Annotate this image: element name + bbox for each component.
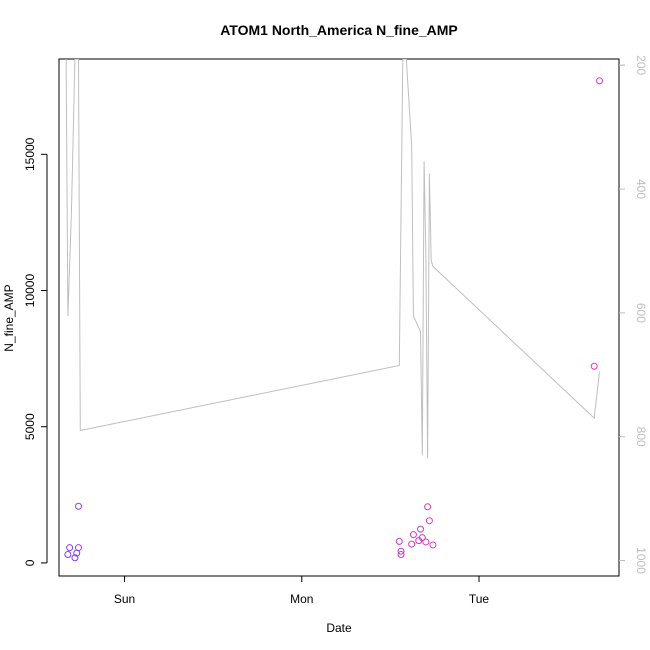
data-point: [71, 554, 79, 562]
y-tick-label: 0: [23, 559, 37, 566]
data-point: [397, 550, 405, 558]
data-point: [74, 502, 82, 510]
chart-title: ATOM1 North_America N_fine_AMP: [220, 22, 458, 38]
axis-layer: 0 5000 10000 15000 200 400 600 800 1000 Sun Mon Tue: [23, 55, 648, 606]
data-point: [397, 547, 405, 555]
data-point: [424, 503, 432, 511]
y-tick-label: 5000: [23, 413, 37, 440]
data-point: [66, 544, 74, 552]
data-point: [408, 540, 416, 548]
y-tick-label: 10000: [23, 274, 37, 308]
x-tick-label: Sun: [114, 592, 135, 606]
x-tick-label: Mon: [290, 592, 313, 606]
data-point: [417, 525, 425, 533]
y-right-tick-label: 400: [634, 179, 648, 199]
y-right-tick-label: 1000: [634, 547, 648, 574]
y-axis-label: N_fine_AMP: [2, 284, 16, 351]
data-point: [425, 517, 433, 525]
data-point: [422, 538, 430, 546]
y-right-tick-label: 600: [634, 303, 648, 323]
data-point: [64, 550, 72, 558]
y-tick-label: 15000: [23, 137, 37, 171]
data-point: [409, 531, 417, 539]
y-right-tick-label: 200: [634, 55, 648, 75]
data-point: [418, 534, 426, 542]
data-point: [590, 362, 598, 370]
x-axis-label: Date: [326, 621, 352, 635]
x-tick-label: Tue: [469, 592, 490, 606]
data-point: [596, 77, 604, 85]
series-layer: [64, 59, 604, 562]
series-line: [65, 59, 600, 459]
plot-frame: [58, 58, 620, 577]
data-point: [395, 537, 403, 545]
y-right-tick-label: 800: [634, 427, 648, 447]
data-point: [74, 544, 82, 552]
data-point: [429, 541, 437, 549]
